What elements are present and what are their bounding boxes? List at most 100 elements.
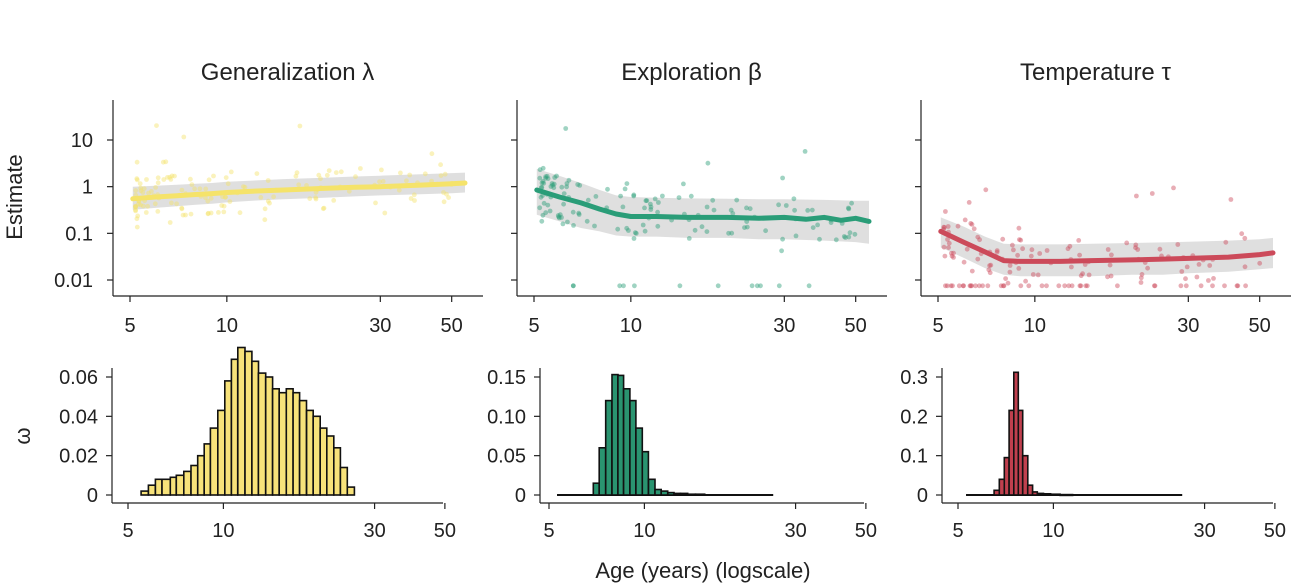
scatter-point [941, 224, 947, 230]
scatter-point [1044, 283, 1049, 289]
scatter-point [136, 201, 141, 207]
scatter-point [655, 223, 661, 229]
y-tick-label: 0.06 [59, 367, 98, 389]
scatter-point [847, 230, 853, 236]
scatter-point [987, 263, 992, 268]
scatter-point [1086, 272, 1092, 278]
scatter-point [945, 224, 951, 229]
y-label-top: Estimate [2, 154, 27, 240]
scatter-point [560, 221, 566, 227]
scatter-point [377, 179, 382, 185]
histogram-bar [209, 427, 219, 496]
scatter-point [643, 198, 649, 204]
scatter-point [223, 194, 229, 200]
scatter-point [571, 223, 576, 228]
scatter-point [1039, 283, 1045, 289]
scatter-point [841, 234, 847, 239]
scatter-point [407, 172, 413, 178]
histogram-bar [319, 427, 328, 496]
scatter-point [1183, 283, 1189, 289]
scatter-point [556, 214, 562, 220]
scatter-point [1001, 283, 1006, 289]
scatter-point [632, 230, 638, 236]
histogram-bar [224, 380, 233, 496]
scatter-point [976, 283, 982, 289]
histogram-bar [175, 474, 185, 496]
histogram-bar [647, 478, 656, 496]
y-tick-label: 0.1 [65, 223, 93, 245]
scatter-point [144, 177, 149, 182]
scatter-point [265, 198, 271, 204]
scatter-point [539, 218, 545, 224]
panel-title: Temperature τ [1020, 59, 1171, 86]
histogram-bar [1049, 493, 1061, 496]
scatter-point [1243, 283, 1248, 289]
y-tick-label: 0.1 [900, 446, 928, 468]
scatter-point [543, 210, 549, 216]
scatter-point [971, 226, 977, 232]
histogram-bar [673, 492, 682, 496]
scatter-point [223, 175, 229, 181]
scatter-point [656, 200, 661, 205]
scatter-point [241, 184, 246, 190]
scatter-point [398, 170, 403, 176]
scatter-point [1007, 269, 1013, 275]
histogram-bar [629, 399, 637, 496]
scatter-point [1080, 271, 1085, 277]
scatter-point [570, 209, 576, 215]
scatter-point [313, 195, 318, 201]
histogram-bar [635, 427, 644, 496]
scatter-point [980, 283, 985, 289]
histogram-bar [147, 484, 157, 496]
scatter-point [550, 182, 556, 188]
scatter-point [632, 283, 637, 289]
histogram-bar [230, 358, 239, 496]
panel-title: Exploration β [621, 59, 762, 86]
scatter-point [754, 283, 760, 289]
scatter-point [1222, 283, 1227, 289]
scatter-point [846, 205, 851, 211]
histogram-bar [244, 350, 253, 496]
scatter-point [1242, 235, 1248, 241]
histogram-bar [251, 360, 260, 496]
scatter-point [219, 203, 225, 208]
histogram-bar [203, 443, 212, 496]
x-tick-label: 50 [845, 315, 867, 337]
scatter-point [592, 223, 597, 229]
scatter-point [955, 223, 961, 229]
scatter-point [1007, 263, 1013, 268]
scatter-point [294, 170, 300, 176]
scatter-point [1015, 252, 1020, 258]
scatter-point [1149, 191, 1155, 196]
scatter-point [968, 283, 974, 289]
scatter-point [333, 170, 339, 176]
histogram-bar [679, 492, 689, 496]
scatter-point [346, 188, 352, 194]
mean-line [938, 228, 1276, 264]
scatter-point [577, 183, 583, 188]
histogram-bar [264, 376, 274, 496]
histogram-bar [1017, 409, 1024, 496]
scatter-point [1018, 283, 1024, 289]
histogram-bar [237, 346, 246, 496]
scatter-point [648, 207, 654, 212]
scatter-point [967, 283, 973, 289]
scatter-point [1184, 264, 1190, 270]
scatter-point [950, 283, 955, 289]
scatter-point [537, 175, 543, 181]
scatter-point [988, 262, 994, 268]
y-tick-label: 0 [917, 485, 928, 507]
histogram-bar [196, 454, 205, 496]
scatter-point [297, 123, 303, 129]
scatter-point [994, 249, 1000, 255]
scatter-point [163, 159, 169, 165]
scatter-point [622, 186, 628, 192]
histogram-bar [271, 387, 281, 496]
scatter-point [564, 184, 569, 190]
scatter-point [631, 193, 637, 199]
scatter-point [134, 176, 140, 182]
scatter-point [973, 283, 978, 289]
y-tick-label: 0.15 [487, 367, 526, 389]
scatter-point [307, 196, 313, 202]
